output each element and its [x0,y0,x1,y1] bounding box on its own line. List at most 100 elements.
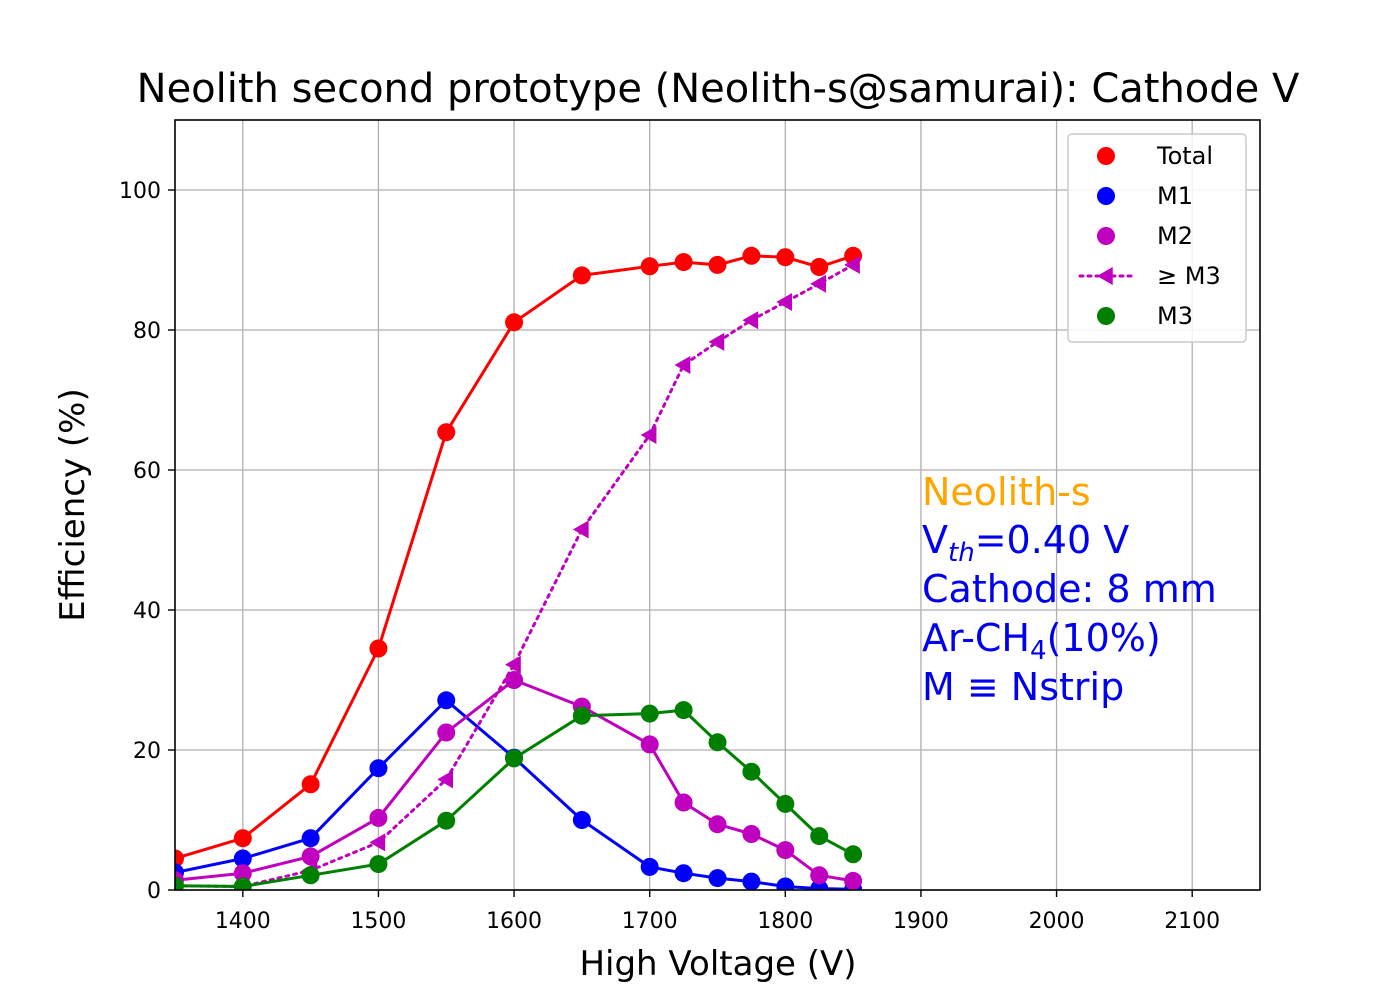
y-tick-label: 40 [133,599,161,624]
data-point [674,253,693,272]
data-point [572,520,589,539]
annotation-vth-value: =0.40 V [975,518,1130,562]
data-point [369,639,388,658]
data-point [674,701,693,720]
plot-clip-area [175,246,863,890]
data-point [505,749,524,768]
data-point [369,808,388,827]
data-point [810,274,826,293]
legend-label: M3 [1157,302,1193,330]
data-point [708,733,727,752]
data-point [640,704,659,723]
x-tick-label: 1900 [893,909,949,934]
x-axis-label: High Voltage (V) [579,944,856,984]
data-point [572,266,591,285]
annotation-gas-prefix: Ar-CH [922,616,1030,660]
data-point [301,775,320,794]
legend-item: Total [1097,142,1213,170]
data-point [369,759,388,778]
data-point [810,827,829,846]
data-point [844,255,860,274]
data-point [175,849,184,868]
data-point [776,877,795,890]
legend: Total M1 M2 ≥ M3 M3 [1067,133,1247,343]
legend-label: M2 [1157,222,1193,250]
data-point [369,855,388,874]
data-point [674,793,693,812]
data-point [437,723,456,742]
data-point [708,255,727,274]
data-point [844,871,863,890]
data-point [810,258,829,276]
data-point [742,762,761,781]
legend-item: ≥ M3 [1078,262,1221,290]
legend-item: M2 [1097,222,1193,250]
x-tick-label: 2100 [1164,909,1220,934]
data-point [844,845,863,864]
data-point [776,841,795,860]
data-point [437,770,453,789]
annotation-gas-sub: 4 [1030,636,1047,666]
y-tick-label: 100 [119,179,161,204]
data-point [572,706,591,725]
data-point [437,691,456,710]
legend-label: M1 [1157,182,1193,210]
data-point [175,876,184,890]
data-point [810,866,829,885]
annotation-vth-prefix: V [922,518,948,562]
y-tick-label: 0 [147,879,161,904]
data-point [233,829,252,848]
x-tick-label: 2000 [1029,909,1085,934]
y-tick-label: 20 [133,739,161,764]
y-tick-label: 80 [133,319,161,344]
data-point [301,829,320,848]
data-point [233,849,252,868]
y-axis: 0 20 40 60 80 100 [119,179,175,904]
y-tick-label: 60 [133,459,161,484]
data-point [742,311,759,330]
data-point [640,426,657,444]
data-point [742,825,761,843]
data-point [776,248,795,267]
data-point [505,655,521,674]
legend-item: M1 [1097,182,1193,210]
x-tick-label: 1800 [757,909,813,934]
series-m3 [175,255,860,890]
series-m2 [175,671,863,890]
data-point [233,864,252,883]
x-axis: 1400 1500 1600 1700 1800 1900 2000 2100 [215,890,1220,934]
series-line [175,263,855,888]
annotation-gas-suffix: (10%) [1047,616,1161,660]
data-point [640,857,659,876]
data-point [505,671,524,689]
legend-marker [1097,307,1115,325]
annotation-multiplicity: M ≡ Nstrip [922,665,1124,709]
data-point [640,735,659,754]
data-point [776,293,793,311]
series-total [175,246,863,868]
data-point [708,815,727,834]
data-point [369,833,386,852]
x-tick-label: 1400 [215,909,271,934]
annotation-vth: Vth=0.40 V [922,518,1129,568]
data-point [708,332,725,351]
data-point [674,356,691,374]
data-point [776,794,795,813]
legend-box [1067,133,1247,343]
data-point [742,872,761,890]
data-point [233,877,252,890]
data-point [674,864,693,883]
legend-item: M3 [1097,302,1193,330]
legend-label: ≥ M3 [1157,262,1221,290]
plot-frame [174,119,1261,891]
data-point [301,847,320,866]
legend-marker [1097,227,1115,245]
legend-marker [1097,267,1113,285]
data-point [640,257,659,276]
data-point [572,811,591,829]
annotation-vth-sub: th [948,538,975,568]
annotation-gas: Ar-CH4(10%) [922,616,1161,666]
series-m3 [175,701,863,890]
chart-title: Neolith second prototype (Neolith-s@samu… [137,66,1300,112]
